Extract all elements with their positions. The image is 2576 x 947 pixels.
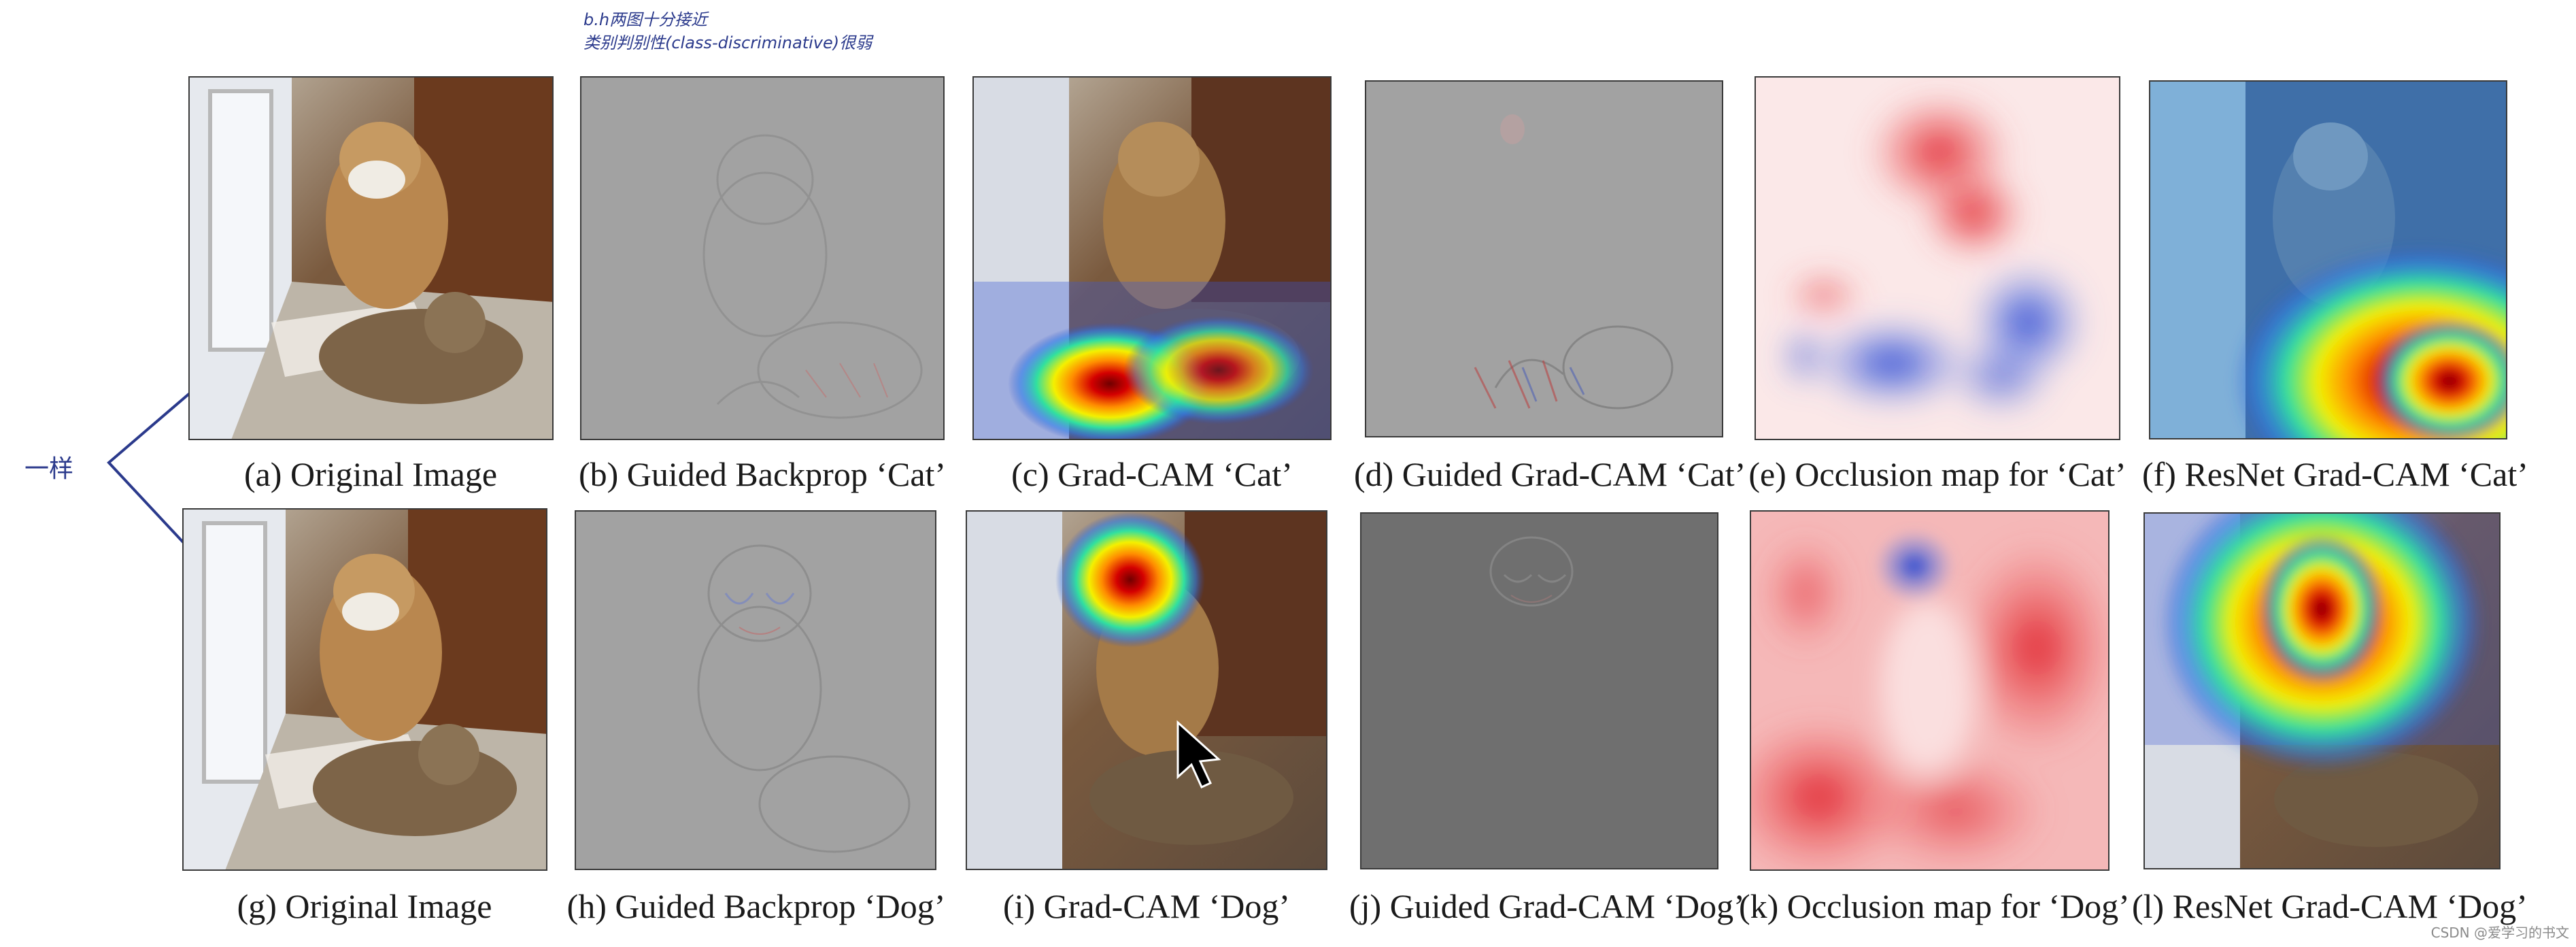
caption-f: (f) ResNet Grad-CAM ‘Cat’ — [2142, 455, 2528, 493]
caption-i: (i) Grad-CAM ‘Dog’ — [1002, 887, 1291, 925]
figure-panel-occlusion-map-cat — [1755, 76, 2120, 440]
annotation-left-note: 一样 — [24, 455, 74, 483]
figure-panel-guided-backprop-cat — [580, 76, 945, 440]
caption-k: (k) Occlusion map for ‘Dog’ — [1739, 887, 2130, 925]
watermark: CSDN @爱学习的书文 — [2430, 925, 2569, 941]
caption-b: (b) Guided Backprop ‘Cat’ — [578, 455, 947, 493]
figure-panel-occlusion-map-dog — [1750, 510, 2109, 871]
figure-panel-grad-cam-cat — [972, 76, 1332, 440]
figure-panel-original-image-cat-row — [188, 76, 554, 440]
annotation-bracket — [107, 380, 205, 566]
caption-a: (a) Original Image — [243, 455, 498, 493]
caption-l: (l) ResNet Grad-CAM ‘Dog’ — [2132, 887, 2528, 925]
annotation-top-line1: b.h两图十分接近 — [583, 10, 708, 29]
figure-panel-guided-backprop-dog — [575, 510, 936, 870]
figure-panel-original-image-dog-row — [182, 508, 547, 871]
caption-e: (e) Occlusion map for ‘Cat’ — [1748, 455, 2126, 493]
caption-d: (d) Guided Grad-CAM ‘Cat’ — [1354, 455, 1746, 493]
figure-panel-resnet-grad-cam-dog — [2143, 512, 2501, 869]
figure-panel-grad-cam-dog — [966, 510, 1327, 870]
annotation-top-line2: 类别判别性(class-discriminative)很弱 — [583, 33, 872, 52]
caption-c: (c) Grad-CAM ‘Cat’ — [1011, 455, 1293, 493]
caption-h: (h) Guided Backprop ‘Dog’ — [566, 887, 946, 925]
figure-panel-guided-grad-cam-dog — [1360, 512, 1718, 869]
figure-panel-guided-grad-cam-cat — [1365, 80, 1723, 437]
figure-panel-resnet-grad-cam-cat — [2149, 80, 2507, 439]
caption-j: (j) Guided Grad-CAM ‘Dog’ — [1349, 887, 1745, 925]
caption-g: (g) Original Image — [237, 887, 492, 925]
